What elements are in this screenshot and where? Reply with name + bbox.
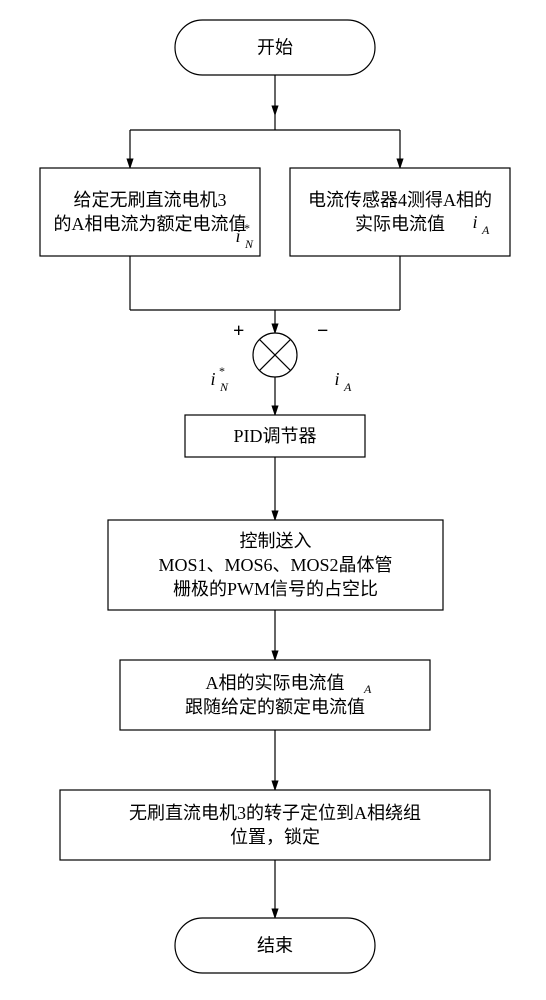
symbol-sub: N bbox=[219, 380, 229, 394]
node-label-lock-1: 位置，锁定 bbox=[230, 827, 320, 847]
node-label-pwm-2: 栅极的PWM信号的占空比 bbox=[173, 579, 378, 599]
symbol-base: i bbox=[210, 369, 215, 389]
symbol-sup: * bbox=[244, 221, 250, 235]
node-label-pwm-0: 控制送入 bbox=[240, 531, 312, 551]
node-label-box_left-1: 的A相电流为额定电流值 bbox=[54, 214, 247, 234]
node-track bbox=[120, 660, 430, 730]
node-label-track-1: 跟随给定的额定电流值 bbox=[185, 697, 365, 717]
node-label-start: 开始 bbox=[257, 38, 293, 58]
node-label-pid-0: PID调节器 bbox=[233, 426, 316, 446]
symbol-base: i bbox=[334, 369, 339, 389]
sum-plus: + bbox=[233, 320, 244, 342]
flowchart-canvas: 开始给定无刷直流电机3的A相电流为额定电流值iN*电流传感器4测得A相的实际电流… bbox=[0, 0, 546, 1000]
node-label-lock-0: 无刷直流电机3的转子定位到A相绕组 bbox=[129, 803, 421, 823]
node-label-box_right-1: 实际电流值 bbox=[355, 214, 445, 234]
symbol-base: i bbox=[235, 226, 240, 246]
node-label-box_left-0: 给定无刷直流电机3 bbox=[74, 190, 227, 210]
symbol-sup: * bbox=[219, 364, 225, 378]
node-lock bbox=[60, 790, 490, 860]
symbol: A bbox=[363, 682, 372, 696]
symbol: iA bbox=[334, 369, 352, 394]
node-label-end: 结束 bbox=[257, 936, 293, 956]
symbol: iN * bbox=[210, 364, 229, 394]
sum-minus: − bbox=[317, 320, 328, 342]
symbol-sub: A bbox=[481, 223, 490, 237]
node-label-box_right-0: 电流传感器4测得A相的 bbox=[308, 190, 492, 210]
symbol-sub: N bbox=[244, 237, 254, 251]
node-box_left bbox=[40, 168, 260, 256]
symbol-sub: A bbox=[363, 682, 372, 696]
symbol-sub: A bbox=[343, 380, 352, 394]
symbol-base: i bbox=[472, 212, 477, 232]
node-label-pwm-1: MOS1、MOS6、MOS2晶体管 bbox=[158, 555, 392, 575]
node-label-track-0: A相的实际电流值 bbox=[206, 673, 345, 693]
